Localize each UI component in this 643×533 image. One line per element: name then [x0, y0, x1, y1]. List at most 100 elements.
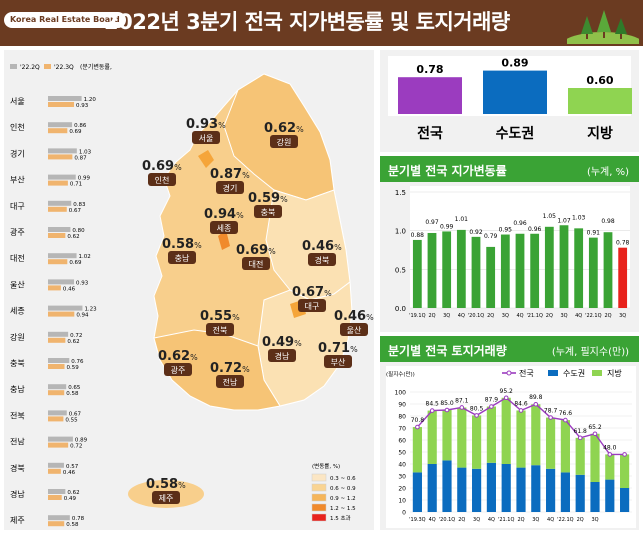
region-bar-prev — [48, 148, 77, 154]
price-xtick: 2Q — [428, 313, 435, 319]
map-value-unit: % — [334, 243, 342, 252]
region-label: 충북 — [10, 359, 25, 368]
price-change-header — [380, 156, 639, 182]
volume-total-value: 80.5 — [470, 405, 484, 412]
volume-bar-capital — [620, 488, 630, 512]
region-prev-value: 0.78 — [72, 516, 85, 522]
map-value-unit: % — [242, 171, 250, 180]
price-value: 0.96 — [528, 226, 542, 233]
map-region-name: 울산 — [347, 325, 362, 335]
map-value: 0.71% — [318, 341, 358, 356]
volume-bar-local — [531, 404, 541, 466]
volume-total-point — [622, 452, 627, 457]
map-value-unit: % — [268, 247, 276, 256]
map-value-unit: % — [194, 241, 202, 250]
volume-bar-local — [486, 406, 496, 463]
region-prev-value: 0.99 — [78, 176, 91, 182]
region-label: 세종 — [10, 307, 25, 316]
region-curr-value: 0.69 — [69, 129, 82, 135]
volume-legend-marker — [506, 370, 512, 376]
price-value: 0.78 — [616, 240, 630, 247]
volume-xtick: '22.1Q — [557, 517, 574, 523]
region-bar-curr — [48, 128, 68, 134]
price-bar — [427, 232, 437, 308]
price-xtick: '21.1Q — [526, 313, 543, 319]
volume-bar-capital — [457, 467, 467, 512]
volume-bar-local — [605, 454, 615, 480]
price-bar — [442, 231, 452, 308]
map-value-unit: % — [280, 195, 288, 204]
summary-bar — [568, 88, 632, 114]
page-title: 2022년 3분기 전국 지가변동률 및 토지거래량 — [104, 10, 510, 34]
region-curr-value: 0.46 — [63, 470, 76, 476]
map-region-tag — [164, 363, 192, 376]
map-value: 0.58% — [146, 477, 186, 492]
volume-bar-local — [501, 397, 511, 464]
region-prev-value: 0.57 — [66, 464, 79, 470]
region-bar-prev — [48, 200, 72, 206]
region-bar-curr — [48, 442, 69, 448]
summary-category: 수도권 — [496, 126, 535, 142]
map-value-unit: % — [242, 365, 250, 374]
price-xtick: 2Q — [487, 313, 494, 319]
legend-curr-swatch — [44, 64, 51, 69]
region-label: 인천 — [10, 122, 25, 132]
summary-value: 0.89 — [501, 57, 528, 70]
map-region-tag — [308, 253, 336, 266]
price-xtick: '20.1Q — [468, 313, 485, 319]
volume-bar-capital — [412, 472, 422, 512]
map-value: 0.46% — [302, 239, 342, 254]
map-legend-swatch — [311, 503, 327, 512]
volume-xtick: '21.1Q — [498, 517, 515, 523]
summary-value: 0.60 — [586, 74, 613, 87]
map-region-name: 대구 — [305, 302, 320, 311]
volume-bar-local — [472, 415, 482, 469]
map-legend-swatch — [311, 473, 327, 482]
region-bar-prev — [48, 253, 77, 259]
map-legend-label: 0.6 ~ 0.9 — [330, 486, 356, 492]
map-region-sejong — [218, 230, 230, 250]
region-curr-value: 0.58 — [66, 522, 79, 528]
map-legend-swatch — [311, 483, 327, 492]
region-prev-value: 0.86 — [74, 123, 87, 129]
map-value: 0.69% — [142, 159, 182, 174]
price-bar — [515, 233, 525, 308]
volume-total-point — [533, 401, 539, 407]
region-curr-value: 0.62 — [67, 234, 79, 240]
price-bar — [588, 237, 598, 308]
region-label: 대전 — [10, 253, 25, 263]
volume-xtick: 2Q — [458, 517, 465, 523]
region-bar-curr — [48, 468, 61, 474]
map-value: 0.62% — [264, 121, 304, 136]
region-bar-prev — [48, 489, 66, 494]
region-bar-curr — [48, 416, 64, 422]
volume-xtick: 3Q — [591, 517, 598, 523]
volume-ytick: 40 — [398, 462, 406, 469]
map-value: 0.87% — [210, 167, 250, 182]
map-region-name: 경북 — [315, 255, 330, 265]
volume-total-point — [429, 408, 435, 413]
volume-total-value: 78.7 — [544, 408, 558, 415]
price-value: 1.01 — [455, 216, 469, 223]
volume-xtick: 2Q — [517, 517, 524, 523]
volume-bar-local — [546, 417, 556, 469]
volume-bar-capital — [575, 474, 585, 512]
region-curr-value: 0.94 — [76, 313, 89, 319]
region-label: 전북 — [10, 410, 25, 420]
price-bar — [559, 225, 569, 308]
volume-total-value: 95.2 — [500, 388, 514, 395]
map-region-name: 전남 — [223, 377, 238, 387]
price-xtick: 4Q — [458, 313, 465, 319]
region-prev-value: 1.20 — [84, 97, 97, 103]
region-prev-value: 1.03 — [79, 149, 92, 155]
region-prev-value: 0.72 — [70, 333, 82, 339]
price-bar — [603, 232, 613, 308]
price-value: 1.03 — [572, 214, 586, 221]
trees-icon — [567, 10, 639, 44]
volume-bar-capital — [442, 460, 452, 512]
volume-legend-label: 지방 — [607, 368, 622, 378]
price-value: 0.97 — [425, 219, 439, 226]
map-region-name: 충북 — [261, 208, 276, 217]
price-value: 0.98 — [601, 218, 615, 225]
volume-total-value: 85.0 — [440, 400, 454, 407]
